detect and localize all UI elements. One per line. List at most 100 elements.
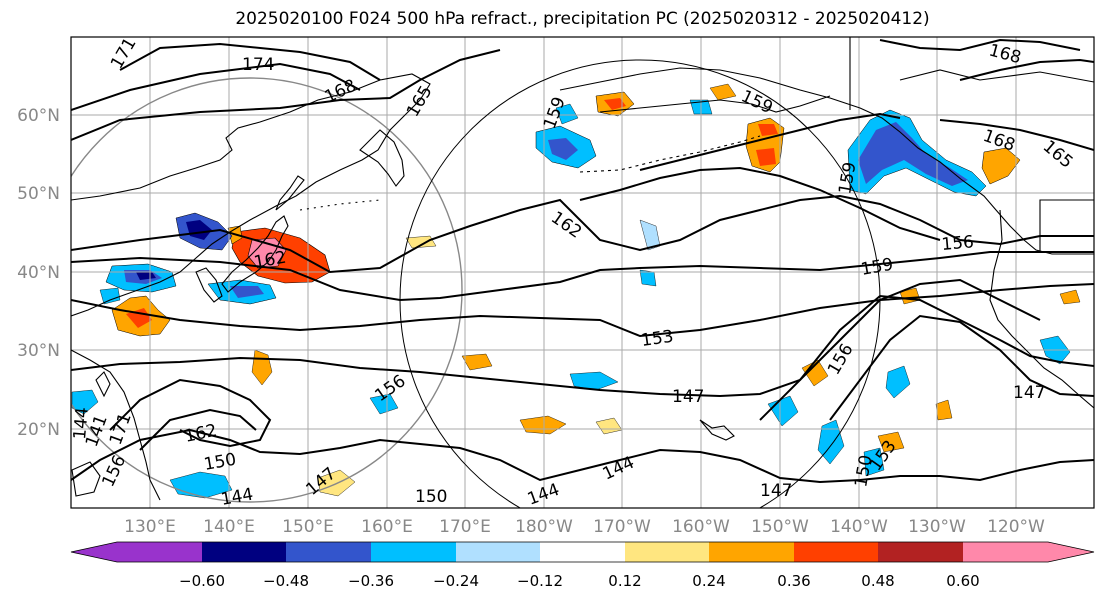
colorbar-extend-high <box>1048 542 1094 562</box>
contour-label: 147 <box>672 387 704 407</box>
contour-label: 156 <box>941 232 975 255</box>
graticule <box>71 37 1094 508</box>
precip-patch <box>369 393 399 415</box>
precip-patch <box>758 124 778 136</box>
lon-label: 150°E <box>282 517 334 537</box>
precip-patch <box>405 235 437 249</box>
precip-patch <box>230 286 264 298</box>
precip-patch <box>519 415 567 435</box>
colorbar-tick-label: 0.48 <box>861 572 894 590</box>
coastlines <box>71 37 1094 501</box>
contour-label: 168 <box>322 76 360 108</box>
lon-label: 120°W <box>987 517 1045 537</box>
range-circle <box>399 59 881 508</box>
lon-label: 170°E <box>439 517 491 537</box>
contour-label: 162 <box>547 208 585 243</box>
contour-label: 153 <box>640 327 675 351</box>
colorbar-tick-label: −0.60 <box>179 572 225 590</box>
colorbar-segment <box>794 542 878 562</box>
colorbar-segment <box>456 542 540 562</box>
colorbar-segment <box>963 542 1048 562</box>
colorbar-tick-label: 0.36 <box>777 572 810 590</box>
precip-patch <box>569 371 619 391</box>
precip-patch <box>863 447 885 477</box>
lat-label: 20°N <box>17 420 60 440</box>
precip-patch <box>461 353 493 371</box>
colorbar-tick-label: −0.24 <box>433 572 479 590</box>
contour-label: 156 <box>824 340 858 378</box>
contour-label: 144 <box>525 480 562 510</box>
range-circle <box>71 77 463 503</box>
contour-label: 150 <box>202 450 237 475</box>
precip-patch <box>548 138 578 160</box>
colorbar-tick-label: −0.12 <box>517 572 563 590</box>
colorbar-tick-label: 0.12 <box>608 572 641 590</box>
colorbar-segment <box>878 542 963 562</box>
lon-label: 130°E <box>124 517 176 537</box>
colorbar-outline <box>70 541 1095 563</box>
lon-label: 140°W <box>830 517 888 537</box>
colorbar-tick-label: −0.36 <box>348 572 394 590</box>
colorbar-segment <box>286 542 371 562</box>
colorbar-segment <box>625 542 709 562</box>
contour-label: 159 <box>738 86 776 118</box>
contour-label: 168 <box>980 126 1017 156</box>
precip-patch <box>885 365 911 399</box>
lon-label: 160°E <box>361 517 413 537</box>
precip-patch <box>555 103 579 125</box>
colorbar-tick-label: 0.24 <box>692 572 725 590</box>
contour-label: 147 <box>1013 383 1045 403</box>
contour-label: 171 <box>106 410 136 447</box>
lon-label: 170°W <box>593 517 651 537</box>
colorbar-extend-low <box>71 542 117 562</box>
map-area: 171 174 168 165 159 162 159 168 165 159 … <box>70 37 1094 510</box>
lon-label: 150°W <box>751 517 809 537</box>
contour-label: 150 <box>415 487 447 507</box>
colorbar-tick-label: −0.48 <box>263 572 309 590</box>
lat-label: 50°N <box>17 184 60 204</box>
refractivity-contours <box>71 38 1094 484</box>
precip-patch <box>99 287 121 305</box>
lat-label: 30°N <box>17 341 60 361</box>
colorbar-segment <box>202 542 286 562</box>
colorbar-segment <box>540 542 625 562</box>
contour-label: 165 <box>1039 137 1077 173</box>
contour-label: 168 <box>987 41 1024 69</box>
lon-label: 160°W <box>672 517 730 537</box>
precip-patch <box>604 98 626 110</box>
precip-patch <box>817 419 845 465</box>
precip-patch <box>935 399 953 421</box>
precip-patch <box>251 349 273 386</box>
lat-label: 40°N <box>17 263 60 283</box>
colorbar-segment <box>709 542 794 562</box>
contour-label: 144 <box>219 485 254 510</box>
precip-patch <box>756 148 776 166</box>
precip-patch <box>877 431 905 453</box>
map-frame <box>70 36 1095 509</box>
colorbar-segment <box>117 542 202 562</box>
contour-label: 144 <box>70 406 93 440</box>
precip-patch <box>981 147 1021 185</box>
lat-axis: 60°N 50°N 40°N 30°N 20°N <box>17 106 60 440</box>
precip-patch <box>858 122 968 186</box>
lon-label: 140°E <box>203 517 255 537</box>
lon-label: 130°W <box>908 517 966 537</box>
lon-axis: 130°E 140°E 150°E 160°E 170°E 180°W 170°… <box>124 517 1045 537</box>
precip-patch <box>639 269 657 287</box>
precip-patch <box>595 417 623 435</box>
map-title: 2025020100 F024 500 hPa refract., precip… <box>235 9 930 29</box>
colorbar-tick-label: 0.60 <box>946 572 979 590</box>
colorbar-segment <box>371 542 456 562</box>
lat-label: 60°N <box>17 106 60 126</box>
contour-label: 159 <box>859 255 894 280</box>
contour-label: 174 <box>242 55 274 75</box>
colorbar <box>70 541 1095 563</box>
contour-label: 147 <box>760 481 792 501</box>
precip-patch <box>767 395 799 427</box>
precip-patch <box>186 220 212 240</box>
colorbar-ticks: −0.60 −0.48 −0.36 −0.24 −0.12 0.12 0.24 … <box>179 572 980 590</box>
precip-patch <box>136 272 156 280</box>
precip-patch <box>709 83 737 101</box>
precip-patch <box>1059 289 1081 305</box>
